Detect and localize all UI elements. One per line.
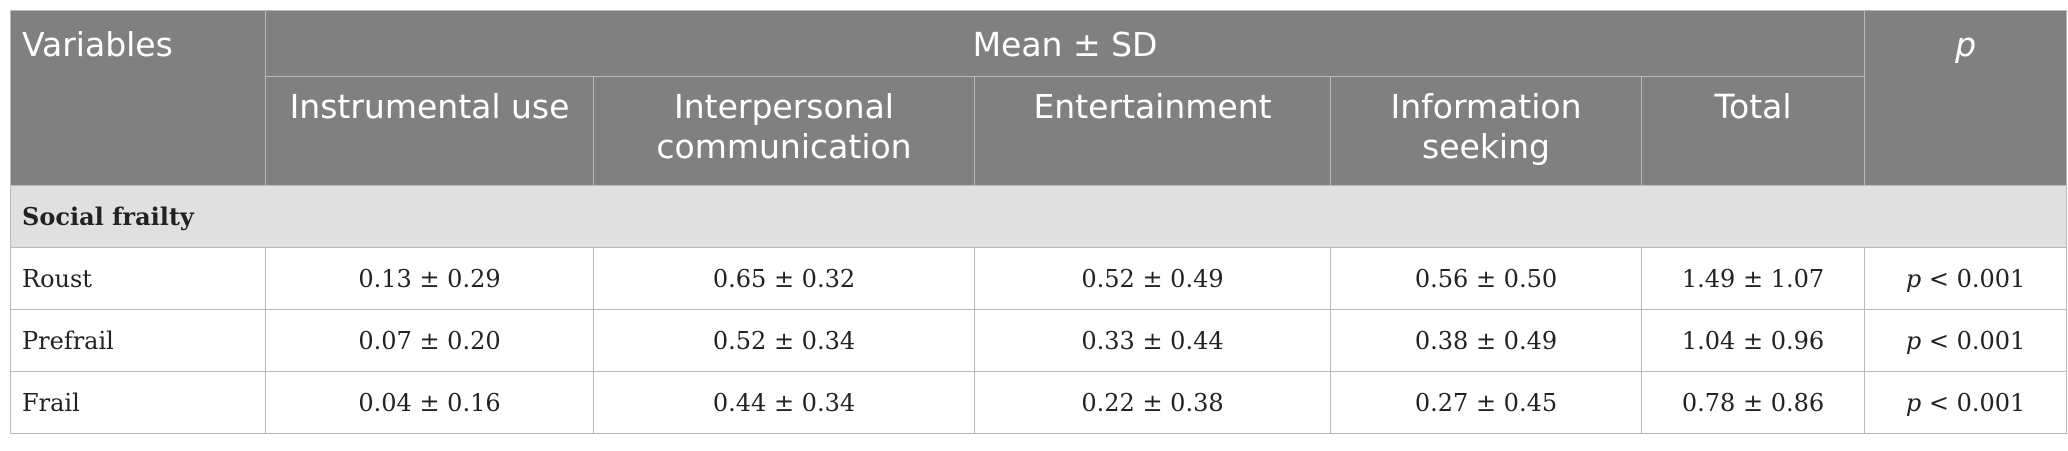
table-row: Prefrail 0.07 ± 0.20 0.52 ± 0.34 0.33 ± … xyxy=(10,309,2068,372)
header-information-seeking: Information seeking xyxy=(1330,76,1642,186)
data-table: Variables Mean ± SD p Instrumental use I… xyxy=(9,10,2068,434)
cell-p-value: p < 0.001 xyxy=(1864,247,2068,310)
cell-p-value: p < 0.001 xyxy=(1864,371,2068,434)
cell-interpersonal-communication: 0.52 ± 0.34 xyxy=(593,309,975,372)
cell-p-value: p < 0.001 xyxy=(1864,309,2068,372)
cell-total: 1.04 ± 0.96 xyxy=(1640,309,1866,372)
row-label: Roust xyxy=(10,247,266,310)
cell-total: 0.78 ± 0.86 xyxy=(1640,371,1866,434)
cell-instrumental-use: 0.13 ± 0.29 xyxy=(265,247,594,310)
cell-instrumental-use: 0.07 ± 0.20 xyxy=(265,309,594,372)
table-body: Social frailty Roust 0.13 ± 0.29 0.65 ± … xyxy=(9,185,2068,434)
table-header: Variables Mean ± SD p Instrumental use I… xyxy=(10,10,2068,186)
p-symbol: p xyxy=(1905,388,1922,417)
row-label: Prefrail xyxy=(10,309,266,372)
p-value-text: < 0.001 xyxy=(1928,388,2026,417)
header-variables: Variables xyxy=(10,10,266,186)
section-label-social-frailty: Social frailty xyxy=(9,185,2068,248)
cell-information-seeking: 0.56 ± 0.50 xyxy=(1330,247,1642,310)
table-row: Frail 0.04 ± 0.16 0.44 ± 0.34 0.22 ± 0.3… xyxy=(10,371,2068,434)
row-label: Frail xyxy=(10,371,266,434)
cell-information-seeking: 0.27 ± 0.45 xyxy=(1330,371,1642,434)
p-value-text: < 0.001 xyxy=(1928,326,2026,355)
cell-instrumental-use: 0.04 ± 0.16 xyxy=(265,371,594,434)
cell-total: 1.49 ± 1.07 xyxy=(1640,247,1866,310)
cell-entertainment: 0.52 ± 0.49 xyxy=(974,247,1331,310)
cell-entertainment: 0.22 ± 0.38 xyxy=(974,371,1331,434)
data-table-container: Variables Mean ± SD p Instrumental use I… xyxy=(9,10,2068,434)
header-p: p xyxy=(1864,10,2068,186)
cell-information-seeking: 0.38 ± 0.49 xyxy=(1330,309,1642,372)
p-symbol: p xyxy=(1905,264,1922,293)
p-value-text: < 0.001 xyxy=(1928,264,2026,293)
section-row: Social frailty xyxy=(9,185,2068,248)
table-row: Roust 0.13 ± 0.29 0.65 ± 0.32 0.52 ± 0.4… xyxy=(10,247,2068,310)
header-mean-sd: Mean ± SD xyxy=(264,10,1866,77)
header-instrumental-use: Instrumental use xyxy=(265,76,594,186)
header-total: Total xyxy=(1640,76,1866,186)
header-entertainment: Entertainment xyxy=(974,76,1331,186)
p-symbol: p xyxy=(1905,326,1922,355)
cell-entertainment: 0.33 ± 0.44 xyxy=(974,309,1331,372)
header-interpersonal-communication: Interpersonal communication xyxy=(593,76,975,186)
cell-interpersonal-communication: 0.65 ± 0.32 xyxy=(593,247,975,310)
cell-interpersonal-communication: 0.44 ± 0.34 xyxy=(593,371,975,434)
